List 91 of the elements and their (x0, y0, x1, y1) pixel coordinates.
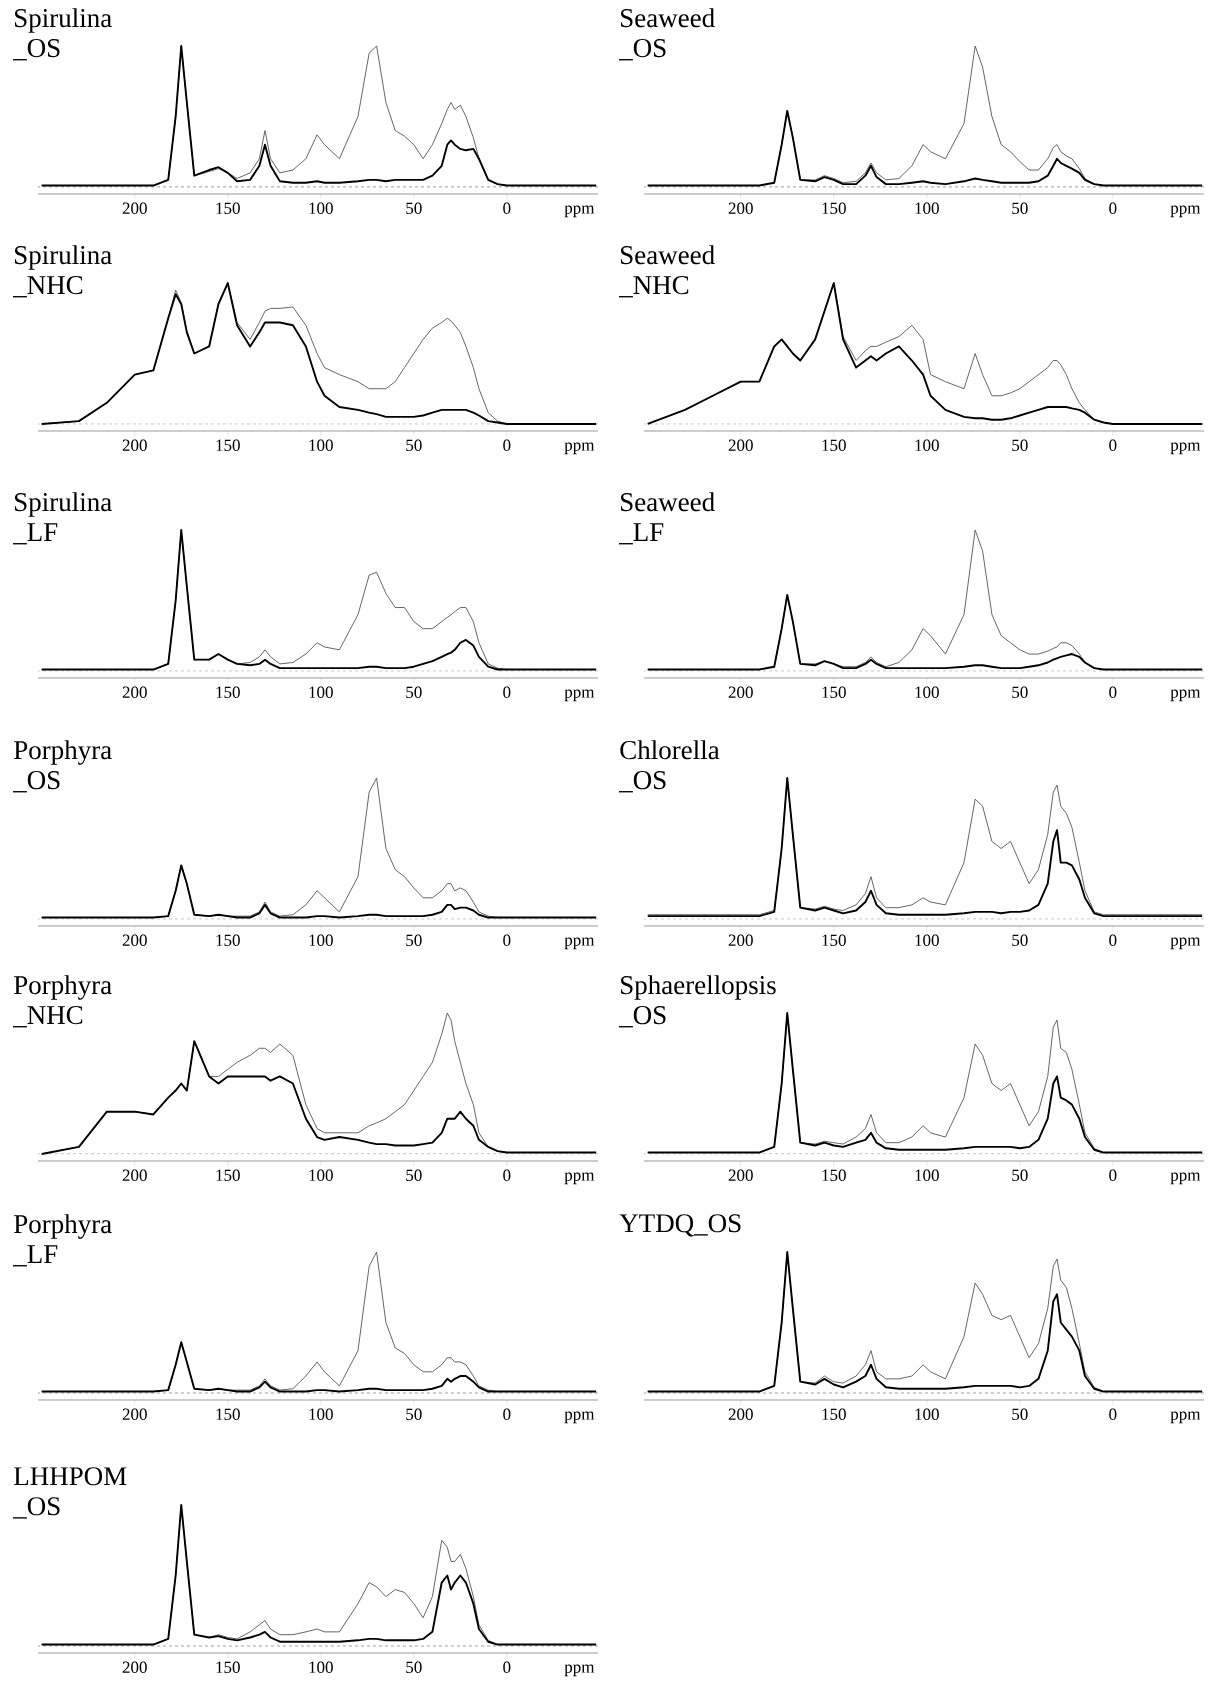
x-tick-label: 50 (1012, 439, 1028, 451)
x-tick-label: 200 (728, 202, 753, 214)
x-tick-label: 200 (122, 202, 147, 214)
x-tick-label: 100 (309, 934, 333, 946)
x-tick-label: 50 (1012, 934, 1028, 946)
x-tick-label: 100 (915, 686, 939, 698)
x-tick-label: 150 (216, 202, 240, 214)
x-axis-title: ppm (564, 442, 595, 455)
x-tick-label: 0 (1109, 439, 1117, 451)
chart-title: LHHPOM _OS (12, 1467, 127, 1519)
x-tick-label: 50 (1012, 1408, 1028, 1421)
x-axis-title: ppm (564, 689, 595, 702)
x-tick-label: 0 (1109, 202, 1117, 214)
x-tick-label: 150 (822, 686, 846, 698)
chart-title: Spirulina _LF (12, 492, 112, 545)
x-tick-label: 100 (309, 686, 333, 698)
x-tick-label: 0 (503, 1408, 511, 1421)
x-tick-label: 50 (1012, 1169, 1028, 1182)
x-tick-label: 150 (822, 1169, 846, 1182)
x-tick-label: 50 (406, 1661, 422, 1674)
x-tick-label: 150 (822, 1408, 846, 1421)
x-tick-label: 100 (915, 439, 939, 451)
x-tick-label: 0 (503, 934, 511, 946)
chart-title: Spirulina _OS (12, 8, 112, 61)
x-axis-title: ppm (1170, 1172, 1201, 1185)
x-tick-label: 200 (122, 1169, 147, 1182)
x-tick-label: 100 (309, 1169, 333, 1182)
chart-title: Chlorella _OS (619, 740, 720, 793)
x-tick-label: 50 (406, 1169, 422, 1182)
x-tick-label: 100 (915, 1169, 939, 1182)
chart-title: Seaweed _OS (619, 8, 715, 61)
x-tick-label: 150 (216, 686, 240, 698)
chart-title: YTDQ_OS (619, 1214, 741, 1237)
x-tick-label: 50 (406, 686, 422, 698)
chart-title: Porphyra _OS (12, 740, 112, 793)
x-tick-label: 150 (216, 439, 240, 451)
x-tick-label: 150 (216, 1661, 240, 1674)
x-axis-title: ppm (564, 205, 595, 218)
x-tick-label: 150 (822, 202, 846, 214)
x-tick-label: 0 (1109, 934, 1117, 946)
x-tick-label: 100 (915, 1408, 939, 1421)
x-tick-label: 0 (1109, 1169, 1117, 1182)
x-axis-title: ppm (564, 1172, 595, 1185)
x-tick-label: 200 (728, 439, 753, 451)
x-axis-title: ppm (1170, 442, 1201, 455)
chart-title: Seaweed _LF (619, 492, 715, 545)
x-tick-label: 100 (309, 202, 333, 214)
chart-title: Porphyra _LF (12, 1214, 112, 1267)
x-tick-label: 50 (406, 1408, 422, 1421)
x-tick-label: 100 (309, 439, 333, 451)
x-tick-label: 200 (728, 1408, 753, 1421)
x-axis-title: ppm (1170, 1411, 1201, 1424)
x-tick-label: 150 (216, 1169, 240, 1182)
x-tick-label: 150 (216, 934, 240, 946)
x-tick-label: 100 (309, 1408, 333, 1421)
x-axis-title: ppm (1170, 689, 1201, 702)
x-tick-label: 50 (1012, 202, 1028, 214)
x-axis-title: ppm (564, 937, 595, 950)
chart-title: Porphyra _NHC (12, 975, 112, 1028)
x-tick-label: 200 (122, 1661, 147, 1674)
x-axis-title: ppm (564, 1664, 595, 1677)
x-tick-label: 0 (1109, 686, 1117, 698)
chart-title: Seaweed _NHC (619, 245, 715, 298)
x-tick-label: 0 (503, 686, 511, 698)
x-tick-label: 100 (309, 1661, 333, 1674)
x-tick-label: 200 (728, 934, 753, 946)
x-tick-label: 200 (122, 934, 147, 946)
x-tick-label: 200 (122, 686, 147, 698)
x-tick-label: 50 (406, 934, 422, 946)
x-tick-label: 100 (915, 202, 939, 214)
x-tick-label: 200 (122, 439, 147, 451)
x-tick-label: 0 (503, 1169, 511, 1182)
x-tick-label: 100 (915, 934, 939, 946)
x-axis-title: ppm (1170, 205, 1201, 218)
x-tick-label: 50 (1012, 686, 1028, 698)
x-tick-label: 0 (503, 439, 511, 451)
x-tick-label: 200 (728, 686, 753, 698)
x-tick-label: 200 (728, 1169, 753, 1182)
chart-title: Spirulina _NHC (12, 245, 112, 298)
x-tick-label: 50 (406, 202, 422, 214)
x-tick-label: 50 (406, 439, 422, 451)
x-tick-label: 0 (503, 202, 511, 214)
x-tick-label: 150 (216, 1408, 240, 1421)
x-tick-label: 0 (503, 1661, 511, 1674)
x-axis-title: ppm (564, 1411, 595, 1424)
x-tick-label: 200 (122, 1408, 147, 1421)
x-tick-label: 0 (1109, 1408, 1117, 1421)
chart-title: Sphaerellopsis _OS (619, 975, 776, 1028)
x-tick-label: 150 (822, 934, 846, 946)
x-tick-label: 150 (822, 439, 846, 451)
x-axis-title: ppm (1170, 937, 1201, 950)
